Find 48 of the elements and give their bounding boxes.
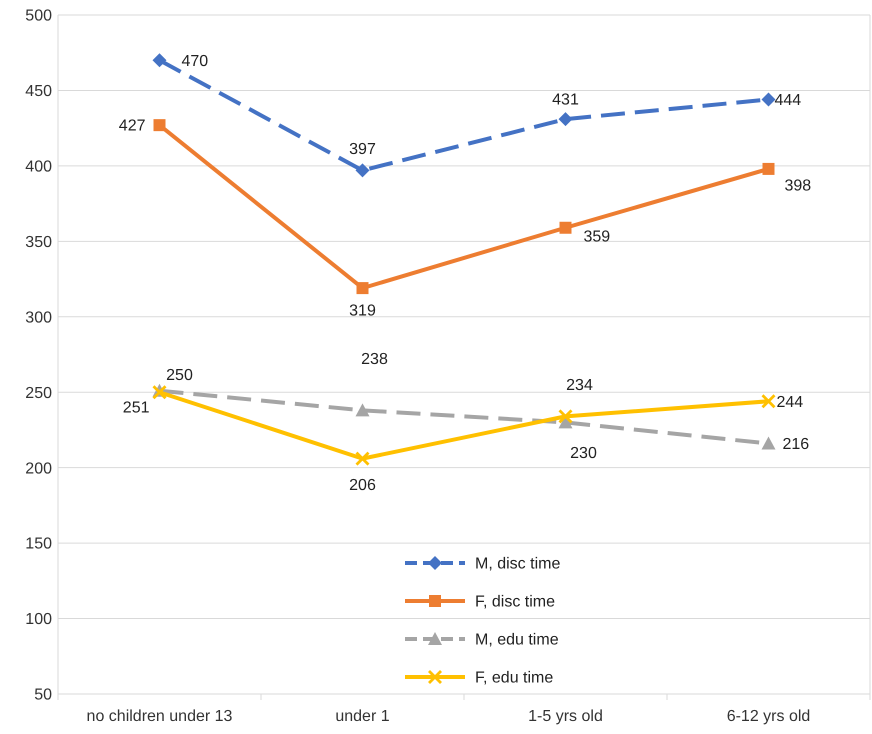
y-tick-label: 200 (25, 460, 52, 478)
point (762, 394, 776, 408)
y-tick-label: 100 (25, 611, 52, 628)
point (762, 436, 776, 450)
x-tick-label: no children under 13 (86, 708, 233, 725)
data-label: 319 (349, 302, 376, 320)
x-tick-label: 6-12 yrs old (726, 708, 810, 725)
point (356, 452, 370, 466)
y-tick-label: 350 (25, 234, 52, 251)
data-label: 230 (570, 445, 597, 462)
y-tick-label: 400 (25, 158, 52, 176)
y-tick-label: 500 (25, 8, 52, 25)
data-label: 238 (361, 350, 388, 368)
y-tick-label: 450 (25, 83, 52, 100)
y-tick-label: 250 (25, 384, 52, 402)
legend-label: F, disc time (475, 594, 556, 611)
data-label: 398 (784, 178, 812, 195)
data-label: 431 (552, 92, 579, 109)
x-tick-label: 1-5 yrs old (528, 708, 603, 725)
point (356, 163, 370, 178)
point (558, 112, 572, 126)
point (762, 92, 776, 106)
x-tick-label: under 1 (335, 708, 390, 725)
data-label: 359 (584, 228, 610, 246)
point (560, 222, 572, 234)
data-label: 206 (349, 477, 376, 494)
data-label: 250 (166, 366, 193, 384)
data-label: 470 (182, 52, 208, 70)
legend-label: M, edu time (475, 632, 559, 649)
data-label: 216 (782, 436, 810, 454)
legend-label: M, disc time (475, 556, 560, 573)
data-label: 251 (122, 399, 150, 416)
y-tick-label: 50 (34, 686, 52, 704)
legend-label: F, edu time (475, 670, 554, 687)
data-label: 397 (349, 141, 376, 158)
point (762, 162, 774, 175)
data-label: 244 (776, 394, 804, 411)
point (356, 282, 368, 294)
point (152, 385, 166, 400)
y-tick-label: 300 (25, 309, 52, 326)
point (154, 119, 166, 132)
point (152, 53, 166, 68)
point (356, 403, 370, 416)
data-label: 427 (118, 118, 146, 135)
data-label: 444 (774, 92, 802, 110)
y-tick-label: 150 (25, 536, 52, 553)
point (558, 409, 572, 424)
data-label: 234 (566, 376, 593, 394)
